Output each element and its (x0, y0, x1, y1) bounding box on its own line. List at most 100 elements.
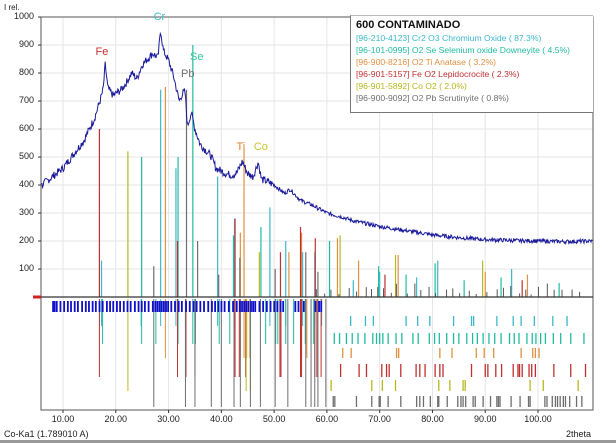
legend-entry: [96-901-5892] Co O2 ( 2.0%) (356, 81, 467, 91)
peak-marker (53, 301, 56, 312)
legend-entry: [96-210-4123] Cr2 O3 Chromium Oxide ( 87… (356, 33, 542, 43)
x-tick-label: 100.00 (524, 414, 552, 424)
y-tick-label: 400 (18, 179, 34, 189)
peak-marker (59, 301, 62, 312)
x-tick-label: 10.00 (51, 414, 75, 424)
axes (33, 16, 594, 413)
x-axis-label: 2theta (566, 429, 592, 439)
x-tick-label: 60.00 (315, 414, 339, 424)
peak-label-ti: Ti (236, 141, 246, 153)
y-tick-label: 500 (18, 151, 34, 161)
peak-markers (52, 301, 323, 312)
x-tick-label: 20.00 (104, 414, 128, 424)
peak-marker (76, 301, 79, 312)
peak-marker (214, 301, 217, 312)
peak-marker (254, 301, 257, 312)
x-tick-label: 40.00 (210, 414, 233, 424)
peak-marker (63, 301, 66, 312)
chart-title: 600 CONTAMINADO (356, 19, 461, 31)
peak-marker (265, 301, 268, 312)
peak-marker (192, 301, 195, 312)
peak-marker (217, 301, 220, 312)
peak-marker (119, 301, 122, 312)
peak-marker (156, 301, 159, 312)
peak-marker (318, 301, 320, 312)
peak-label-pb: Pb (181, 68, 195, 81)
peak-marker (94, 301, 97, 312)
peak-marker (262, 301, 265, 312)
y-tick-label: 300 (18, 207, 34, 217)
peak-marker (52, 301, 54, 312)
peak-marker (247, 301, 250, 312)
peak-marker (170, 301, 173, 312)
peak-marker (227, 301, 230, 312)
y-tick-label: 200 (18, 235, 34, 245)
legend: 600 CONTAMINADO [96-210-4123] Cr2 O3 Chr… (350, 15, 593, 113)
phase-sticks (98, 45, 581, 297)
peak-marker (81, 301, 84, 312)
peak-marker (297, 301, 300, 312)
peak-marker (73, 301, 76, 312)
peak-marker (129, 301, 132, 312)
peak-marker (282, 301, 285, 312)
peak-marker (122, 301, 125, 312)
peak-marker (294, 301, 297, 312)
peak-marker (140, 301, 143, 312)
peak-marker (243, 301, 246, 312)
peak-marker (199, 301, 202, 312)
peak-marker (70, 301, 72, 312)
y-tick-label: 1000 (13, 11, 34, 21)
peak-marker (245, 301, 248, 312)
peak-marker (188, 301, 191, 312)
legend-entry: [96-901-5157] Fe O2 Lepidocrocite ( 2.3%… (356, 69, 520, 79)
phase-tick-rows (98, 299, 587, 407)
peak-marker (273, 301, 276, 312)
legend-entry: [96-900-8216] O2 Ti Anatase ( 3.2%) (356, 57, 496, 67)
peak-marker (88, 301, 90, 312)
legend-entry: [96-900-9092] O2 Pb Scrutinyite ( 0.8%) (356, 93, 509, 103)
bottom-border (0, 440, 616, 443)
peak-marker (174, 301, 176, 312)
peak-marker (101, 301, 104, 312)
peak-label-co: Co (253, 141, 268, 153)
peak-marker (195, 301, 198, 312)
peak-marker (239, 301, 241, 312)
peak-marker (165, 301, 167, 312)
x-tick-label: 80.00 (421, 414, 444, 424)
peak-marker (232, 301, 234, 312)
peak-marker (203, 301, 205, 312)
x-tick-label: 70.00 (368, 414, 391, 424)
peak-marker (84, 301, 87, 312)
y-tick-label: 100 (18, 263, 34, 273)
peak-marker (91, 301, 94, 312)
x-tick-label: 50.00 (262, 414, 286, 424)
peak-marker (223, 301, 226, 312)
peak-marker (116, 301, 118, 312)
peak-marker (302, 301, 305, 312)
peak-marker (207, 301, 210, 312)
peak-label-se: Se (190, 51, 204, 64)
peak-marker (279, 301, 282, 312)
peak-marker (235, 301, 238, 312)
x-tick-label: 90.00 (473, 414, 497, 424)
legend-entry: [96-101-0995] O2 Se Selenium oxide Downe… (356, 45, 571, 55)
peak-marker (163, 301, 165, 312)
peak-marker (252, 301, 255, 312)
peak-marker (241, 301, 243, 312)
x-tick-label: 30.00 (157, 414, 180, 424)
peak-marker (269, 301, 272, 312)
peak-marker (109, 301, 111, 312)
diffraction-pattern-line (41, 31, 594, 246)
peak-marker (126, 301, 129, 312)
peak-marker (158, 301, 161, 312)
y-tick-label: 600 (18, 123, 34, 133)
peak-marker (112, 301, 115, 312)
peak-marker (276, 301, 279, 312)
peak-marker (55, 301, 58, 312)
peak-marker (185, 301, 187, 312)
y-tick-label: 800 (18, 67, 34, 77)
peak-marker (314, 301, 317, 312)
peak-marker (220, 301, 223, 312)
radiation-label: Co-Ka1 (1.789010 A) (4, 429, 89, 439)
